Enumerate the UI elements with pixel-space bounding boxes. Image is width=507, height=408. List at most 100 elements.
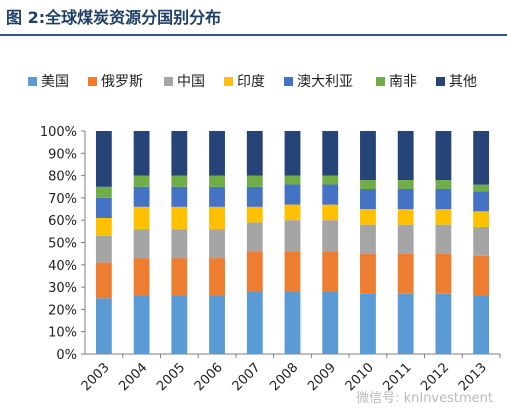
bar-segment-2012-1 [435,253,452,294]
bar-segment-2004-0 [133,296,150,354]
bar-segment-2013-3 [473,211,490,227]
bar-segment-2011-0 [397,293,414,354]
bar-segment-2008-6 [284,131,301,176]
bar-segment-2013-2 [473,226,490,256]
y-tick-label-2: 20% [48,303,77,318]
bar-segment-2010-1 [360,253,376,294]
bar-segment-2006-6 [209,131,225,176]
legend-label-1: 俄罗斯 [101,74,143,90]
bar-segment-2003-2 [95,235,112,263]
bar-segment-2011-3 [397,209,414,225]
legend-label-6: 其他 [449,74,477,90]
bar-segment-2009-3 [322,204,339,221]
bar-segment-2012-5 [435,180,452,189]
bar-segment-2013-4 [473,191,490,212]
bar-segment-2011-6 [397,131,414,181]
bar-segment-2011-1 [397,253,414,294]
bar-segment-2007-2 [246,222,263,252]
bar-segment-2005-3 [171,206,188,230]
bar-segment-2009-0 [322,291,339,354]
bar-segment-2009-4 [322,184,339,205]
watermark: 微信号: knInvestment [356,391,493,406]
y-tick-label-5: 50% [48,237,77,252]
bar-segment-2012-2 [435,224,452,254]
bar-segment-2013-6 [473,131,490,185]
bar-segment-2010-3 [360,209,376,225]
bar-segment-2007-4 [246,186,263,207]
bar-segment-2005-5 [171,175,188,187]
bar-segment-2008-5 [284,175,301,185]
bar-segment-2004-3 [133,206,150,230]
bar-segment-2005-2 [171,229,188,259]
bar-segment-2004-5 [133,175,150,187]
bar-segment-2004-4 [133,186,150,207]
bar-segment-2009-2 [322,220,339,252]
y-tick-label-6: 60% [48,214,77,229]
bar-segment-2006-0 [209,296,225,354]
legend-swatch-1 [88,77,97,86]
bar-segment-2005-6 [171,131,188,176]
legend-swatch-2 [164,77,173,86]
bar-segment-2011-5 [397,180,414,189]
y-tick-label-1: 10% [48,326,77,341]
bar-segment-2004-6 [133,131,150,176]
x-tick-label-2003: 2003 [79,360,113,394]
bar-segment-2007-1 [246,251,263,292]
bar-segment-2007-5 [246,175,263,187]
legend-label-4: 澳大利亚 [297,74,353,90]
bar-segment-2009-6 [322,131,339,176]
bar-segment-2005-4 [171,186,188,207]
bar-segment-2013-5 [473,184,490,192]
x-tick-label-2006: 2006 [192,360,226,394]
bar-segment-2009-5 [322,175,339,185]
bar-segment-2006-5 [209,175,225,187]
bar-segment-2005-1 [171,258,188,297]
bar-segment-2008-1 [284,251,301,292]
legend-swatch-3 [224,77,233,86]
bar-segment-2008-3 [284,204,301,221]
bar-segment-2013-0 [473,296,490,354]
bar-segment-2011-4 [397,188,414,210]
bar-segment-2008-4 [284,184,301,205]
y-tick-label-7: 70% [48,192,77,207]
bar-segment-2003-3 [95,217,112,236]
bar-segment-2012-4 [435,188,452,210]
bar-segment-2013-1 [473,255,490,297]
y-tick-label-10: 100% [40,125,77,140]
bar-segment-2004-1 [133,258,150,297]
bar-segment-2008-2 [284,220,301,252]
bar-segment-2005-0 [171,296,188,354]
legend-swatch-6 [436,77,445,86]
legend-label-2: 中国 [177,74,205,90]
x-tick-label-2009: 2009 [305,360,339,394]
legend-swatch-4 [284,77,293,86]
bar-segment-2006-1 [209,258,225,297]
bar-segment-2003-6 [95,131,112,187]
bar-segment-2010-0 [360,293,376,354]
bar-segment-2007-3 [246,206,263,223]
bar-segment-2010-4 [360,188,376,210]
x-tick-label-2005: 2005 [154,360,188,394]
bar-segment-2012-3 [435,209,452,225]
y-tick-label-9: 90% [48,147,77,162]
bar-segment-2010-2 [360,224,376,254]
bar-segment-2006-4 [209,186,225,207]
bar-segment-2003-0 [95,298,112,354]
y-tick-label-4: 40% [48,259,77,274]
bar-segment-2012-6 [435,131,452,181]
legend-label-0: 美国 [41,74,69,90]
bar-segment-2007-6 [246,131,263,176]
bar-segment-2007-0 [246,291,263,354]
bar-segment-2008-0 [284,291,301,354]
bar-segment-2006-3 [209,206,225,230]
y-tick-label-0: 0% [56,348,77,363]
legend-swatch-0 [28,77,37,86]
legend-label-5: 南非 [389,74,417,90]
bar-segment-2006-2 [209,229,225,259]
legend-label-3: 印度 [237,74,265,90]
x-tick-label-2008: 2008 [267,360,301,394]
x-tick-label-2007: 2007 [230,360,264,394]
x-tick-label-2004: 2004 [116,360,150,394]
legend-swatch-5 [376,77,385,86]
